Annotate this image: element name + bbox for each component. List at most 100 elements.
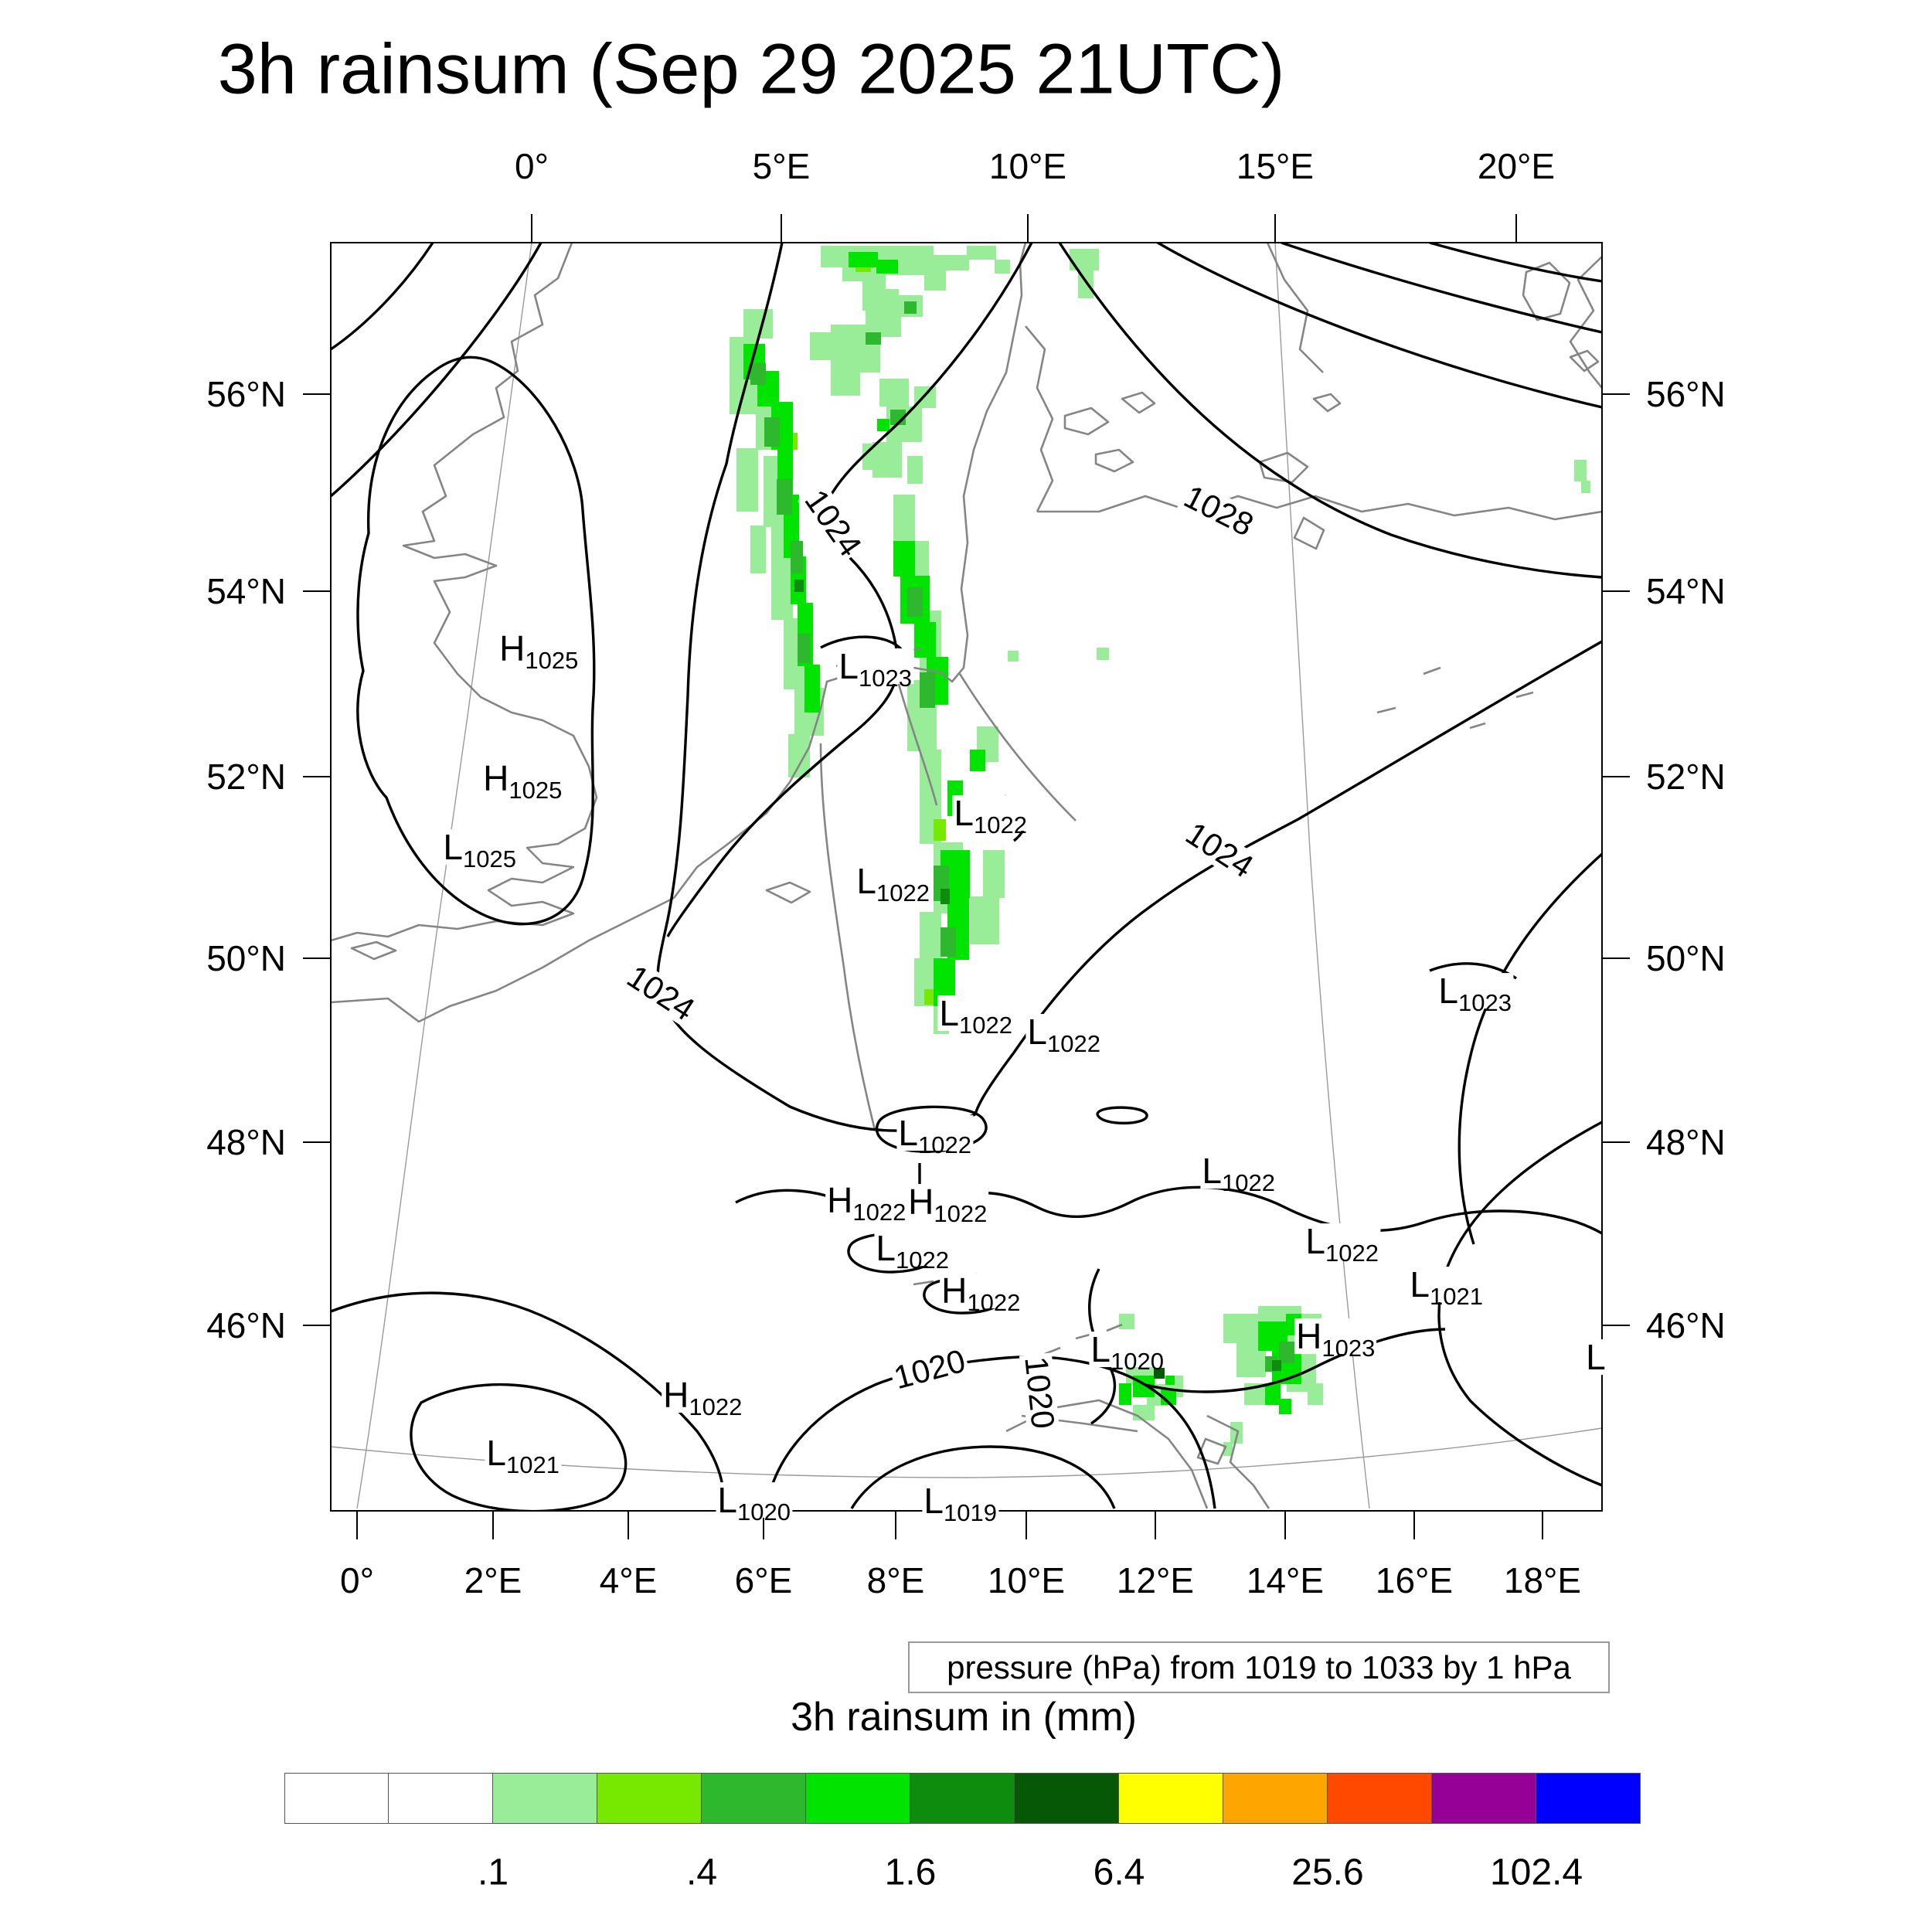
coastline	[331, 243, 598, 942]
coastline	[1266, 243, 1324, 373]
pressure-center-value: 1022	[1325, 1240, 1379, 1267]
pressure-contour	[331, 243, 543, 498]
rain-cells-m	[750, 301, 1294, 1372]
pressure-center-value: 1022	[974, 811, 1027, 839]
pressure-center-letter: H	[1296, 1316, 1322, 1357]
pressure-legend-box: pressure (hPa) from 1019 to 1033 by 1 hP…	[908, 1641, 1610, 1693]
colorbar-tick-label: .4	[685, 1852, 718, 1893]
pressure-center-letter: L	[1202, 1151, 1223, 1192]
top-axis-label: 0°	[515, 146, 549, 186]
pressure-contour	[1429, 243, 1602, 283]
right-axis-label: 46°N	[1646, 1305, 1726, 1345]
pressure-contour	[331, 243, 434, 351]
pressure-center-label: H1025	[481, 758, 564, 802]
pressure-center-letter: L	[1586, 1337, 1606, 1378]
pressure-center-label: L1022	[937, 995, 1014, 1037]
pressure-center-value: 1022	[876, 879, 930, 907]
pressure-contour	[356, 355, 596, 926]
pressure-contour	[1058, 243, 1602, 579]
pressure-contour	[876, 1105, 988, 1153]
coastline	[896, 681, 938, 806]
pressure-center-value: 1022	[1222, 1169, 1275, 1197]
left-axis-label: 50°N	[206, 938, 286, 978]
pressure-center-letter: H	[663, 1375, 689, 1416]
pressure-contour	[1458, 852, 1602, 1245]
colorbar-cell	[493, 1773, 597, 1824]
colorbar-tick-label: .1	[477, 1852, 509, 1893]
pressure-center-label: H1022	[662, 1375, 744, 1419]
contour-value-label: 1024	[619, 957, 702, 1028]
pressure-center-letter: L	[443, 827, 464, 868]
pressure-center-letter: H	[483, 758, 509, 799]
pressure-center-letter: L	[876, 1228, 896, 1269]
bottom-axis-label: 18°E	[1503, 1560, 1582, 1600]
colorbar-cell	[389, 1773, 493, 1824]
pressure-center-label: L1022	[874, 1228, 951, 1272]
pressure-center-value: 1022	[918, 1131, 971, 1159]
contour-value-label: 1024	[798, 482, 869, 564]
pressure-center-value: 1022	[689, 1393, 743, 1421]
pressure-center-letter: L	[898, 1113, 919, 1154]
pressure-contour	[331, 1291, 725, 1509]
colorbar-cell	[1223, 1773, 1328, 1824]
pressure-center-letter: L	[717, 1480, 738, 1521]
right-axis-label: 48°N	[1646, 1122, 1726, 1162]
coastline	[350, 940, 397, 961]
colorbar-cell	[1328, 1773, 1432, 1824]
pressure-center-letter: H	[941, 1270, 968, 1311]
pressure-center-label: H1023	[1294, 1316, 1377, 1360]
colorbar-cell	[597, 1773, 702, 1824]
coastline	[1094, 448, 1134, 473]
pressure-center-letter: H	[499, 628, 526, 669]
bottom-axis-label: 2°E	[464, 1560, 522, 1600]
pressure-legend-text: pressure (hPa) from 1019 to 1033 by 1 hP…	[947, 1648, 1571, 1685]
pressure-center-value: 1022	[959, 1012, 1012, 1039]
coastline	[1522, 261, 1571, 321]
top-axis-label: 20°E	[1477, 146, 1556, 186]
colorbar-cell	[1015, 1773, 1119, 1824]
coastline	[913, 1272, 1123, 1355]
pressure-center-value: 1020	[1111, 1348, 1164, 1376]
pressure-center-label: H1022	[940, 1270, 1022, 1315]
pressure-center-label: L1022	[1304, 1221, 1380, 1265]
coastline	[1121, 391, 1156, 414]
colorbar-tick-label: 25.6	[1291, 1852, 1364, 1893]
pressure-center-letter: L	[1410, 1264, 1430, 1305]
pressure-center-value: 1025	[509, 777, 563, 804]
colorbar-cell	[1119, 1773, 1223, 1824]
pressure-center-label: L1020	[716, 1480, 792, 1524]
coastline	[1206, 1414, 1270, 1509]
pressure-contour	[1157, 243, 1602, 409]
page-title: 3h rainsum (Sep 29 2025 21UTC)	[217, 29, 1285, 109]
pressure-contour	[1145, 1328, 1446, 1393]
bottom-axis-label: 14°E	[1246, 1560, 1325, 1600]
pressure-contour	[765, 1355, 1216, 1509]
pressure-center-letter: L	[1438, 971, 1459, 1012]
pressure-center-label: L1021	[1408, 1264, 1485, 1308]
pressure-center-value: 1023	[1458, 989, 1512, 1017]
coastline	[1025, 325, 1054, 512]
pressure-contour	[1281, 243, 1602, 334]
pressure-center-label: L1022	[896, 1113, 973, 1157]
pressure-center-value: 1022	[852, 1199, 906, 1226]
left-axis-label: 46°N	[206, 1305, 286, 1345]
coastline	[331, 896, 675, 1023]
coastline	[1063, 406, 1110, 436]
coastline	[1258, 451, 1309, 484]
pressure-center-value: 1019	[944, 1499, 997, 1527]
colorbar-cell	[1536, 1773, 1641, 1824]
pressure-contour	[656, 243, 976, 1132]
bottom-axis-label: 6°E	[734, 1560, 793, 1600]
pressure-center-label: L1023	[1437, 971, 1513, 1015]
top-axis-label: 10°E	[988, 146, 1067, 186]
pressure-center-label: H1025	[498, 628, 580, 672]
pressure-center-letter: L	[1305, 1221, 1326, 1262]
pressure-center-value: 1023	[1321, 1335, 1376, 1362]
coastline	[958, 673, 1077, 821]
pressure-center-letter: L	[954, 793, 975, 834]
contour-value-label: 1020	[888, 1342, 971, 1396]
coastline	[672, 243, 1027, 899]
left-axis-label: 54°N	[206, 571, 286, 611]
pressure-center-letter: H	[827, 1180, 853, 1221]
